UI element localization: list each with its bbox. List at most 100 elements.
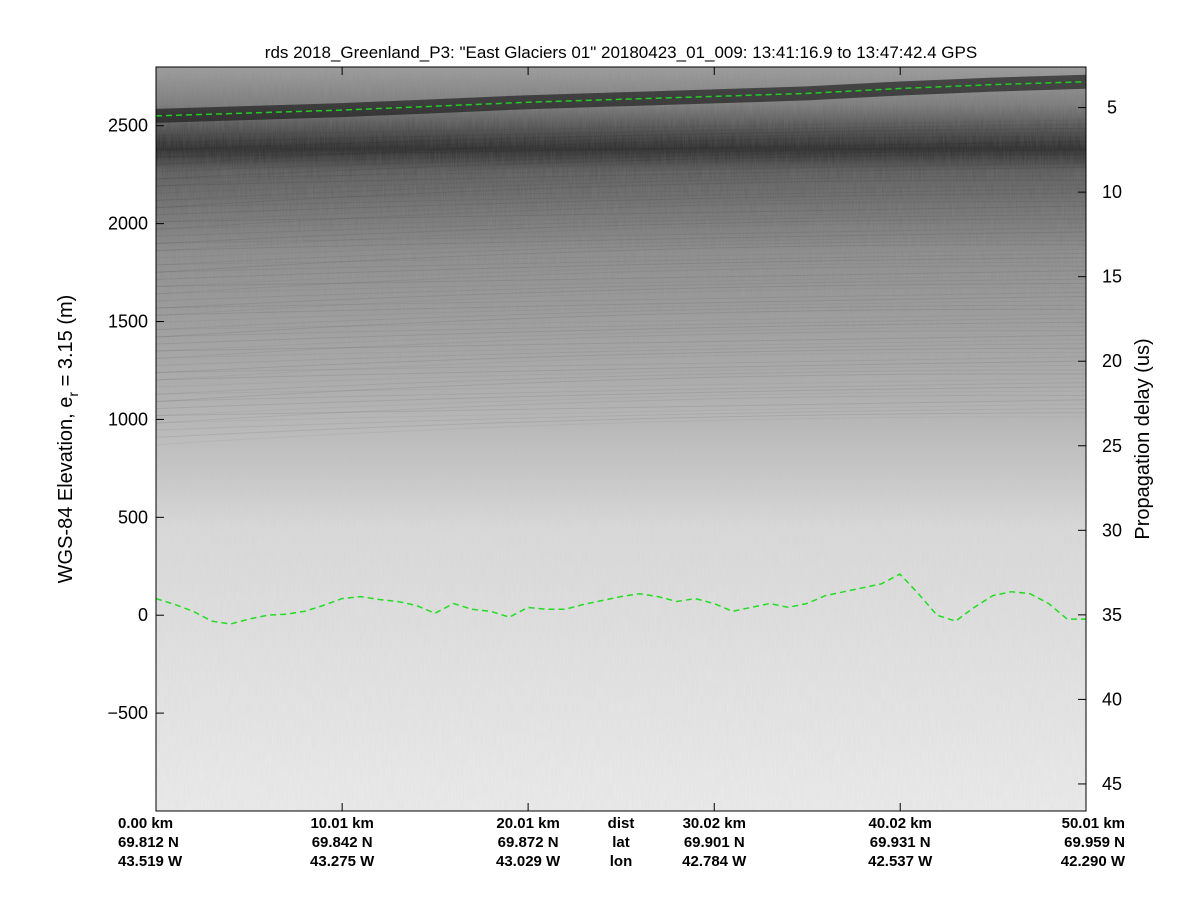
internal-layer-line xyxy=(156,231,1086,251)
x-tick-label-lon: 42.290 W xyxy=(1061,853,1126,870)
x-tick-label-lon: 43.275 W xyxy=(310,853,375,870)
y-right-tick-label: 20 xyxy=(1102,351,1122,371)
internal-layer-line xyxy=(156,214,1086,237)
internal-layer-line xyxy=(156,153,1086,180)
y-left-tick-label: 500 xyxy=(118,507,148,527)
y-left-tick-label: −500 xyxy=(107,703,148,723)
internal-layer-line xyxy=(156,222,1086,252)
internal-layer-line xyxy=(156,382,1086,402)
bed-layer-line xyxy=(156,573,1086,625)
internal-layer-line xyxy=(156,257,1086,280)
chart-title: rds 2018_Greenland_P3: "East Glaciers 01… xyxy=(265,43,977,62)
internal-layer-line xyxy=(156,171,1086,194)
internal-layer-line xyxy=(156,386,1086,410)
x-tick-label-lat: 69.872 N xyxy=(498,834,559,851)
internal-layer-line xyxy=(156,240,1086,266)
y-left-tick-label: 2500 xyxy=(108,116,148,136)
internal-layer-line xyxy=(156,209,1086,230)
row-label-lon: lon xyxy=(610,853,633,870)
internal-layer-line xyxy=(156,145,1086,165)
x-tick-label-lat: 69.812 N xyxy=(118,834,179,851)
internal-layer-line xyxy=(156,287,1086,316)
internal-layer-line xyxy=(156,317,1086,338)
internal-layer-line xyxy=(156,416,1086,446)
internal-layer-line xyxy=(156,369,1086,395)
internal-layer-line xyxy=(156,412,1086,438)
internal-layer-line xyxy=(156,123,1086,144)
y-right-tick-label: 15 xyxy=(1102,267,1122,287)
internal-layer-line xyxy=(156,252,1086,273)
y-right-tick-label: 5 xyxy=(1107,98,1117,118)
x-tick-label-lat: 69.931 N xyxy=(870,834,931,851)
y-left-tick-label: 1500 xyxy=(108,312,148,332)
internal-layer-line xyxy=(156,283,1086,309)
internal-layer-line xyxy=(156,166,1086,187)
internal-layer-line xyxy=(156,274,1086,295)
internal-layer-line xyxy=(156,149,1086,173)
internal-layer-line xyxy=(156,321,1086,345)
y-axis-right-label: Propagation delay (us) xyxy=(1132,338,1154,539)
y-axis-left-label: WGS-84 Elevation, er = 3.15 (m) xyxy=(55,295,81,584)
x-tick-label-lat: 69.901 N xyxy=(684,834,745,851)
internal-layer-line xyxy=(156,390,1086,417)
internal-layer-line xyxy=(156,235,1086,259)
internal-layer-line xyxy=(156,360,1086,381)
plot-frame xyxy=(155,66,1087,812)
internal-layer-line xyxy=(156,403,1086,424)
internal-layer-line xyxy=(156,364,1086,388)
internal-layer-line xyxy=(156,339,1086,359)
row-label-lat: lat xyxy=(612,834,630,851)
x-tick-label-dist: 50.01 km xyxy=(1062,815,1125,832)
y-left-tick-label: 1000 xyxy=(108,409,148,429)
y-left-tick-label: 0 xyxy=(138,605,148,625)
y-right-tick-label: 40 xyxy=(1102,689,1122,709)
internal-layer-line xyxy=(156,132,1086,158)
internal-layer-line xyxy=(156,373,1086,403)
internal-layer-line xyxy=(156,157,1086,187)
internal-layer-line xyxy=(156,330,1086,360)
y-right-tick-label: 25 xyxy=(1102,436,1122,456)
x-tick-label-lon: 43.519 W xyxy=(118,853,183,870)
internal-layer-line xyxy=(156,218,1086,245)
x-tick-label-dist: 20.01 km xyxy=(496,815,559,832)
y-right-tick-label: 30 xyxy=(1102,520,1122,540)
surface-layer-line xyxy=(156,80,1086,117)
x-tick-label-dist: 10.01 km xyxy=(310,815,373,832)
internal-layer-line xyxy=(156,408,1086,431)
internal-layer-line xyxy=(156,244,1086,273)
internal-layer-line xyxy=(156,188,1086,208)
x-tick-label-dist: 0.00 km xyxy=(118,815,173,832)
internal-layer-line xyxy=(156,308,1086,338)
x-tick-label-dist: 40.02 km xyxy=(869,815,932,832)
y-left-tick-label: 2000 xyxy=(108,214,148,234)
x-tick-label-lon: 43.029 W xyxy=(496,853,561,870)
x-tick-label-dist: 30.02 km xyxy=(683,815,746,832)
echogram-texture xyxy=(156,67,1086,811)
y-right-tick-label: 35 xyxy=(1102,605,1122,625)
internal-layer-line xyxy=(156,278,1086,302)
internal-layer-line xyxy=(156,300,1086,323)
internal-layer-line xyxy=(156,326,1086,352)
internal-layer-line xyxy=(156,201,1086,230)
x-tick-label-lat: 69.842 N xyxy=(312,834,373,851)
x-tick-label-lon: 42.784 W xyxy=(682,853,747,870)
internal-layer-line xyxy=(156,175,1086,201)
internal-layer-line xyxy=(156,304,1086,331)
internal-layer-line xyxy=(156,128,1086,151)
internal-layer-line xyxy=(156,296,1086,316)
row-label-dist: dist xyxy=(608,815,635,832)
internal-layer-line xyxy=(156,192,1086,216)
internal-layer-line xyxy=(156,261,1086,288)
y-right-tick-label: 10 xyxy=(1102,182,1122,202)
internal-layer-line xyxy=(156,343,1086,366)
internal-layer-line xyxy=(156,351,1086,381)
internal-layer-line xyxy=(156,265,1086,295)
x-tick-label-lat: 69.959 N xyxy=(1064,834,1125,851)
internal-layer-line xyxy=(156,394,1086,424)
internal-layer-line xyxy=(156,136,1086,166)
internal-layer-line xyxy=(156,196,1086,223)
y-right-tick-label: 45 xyxy=(1102,774,1122,794)
internal-layer-line xyxy=(156,347,1086,374)
x-tick-label-lon: 42.537 W xyxy=(868,853,933,870)
